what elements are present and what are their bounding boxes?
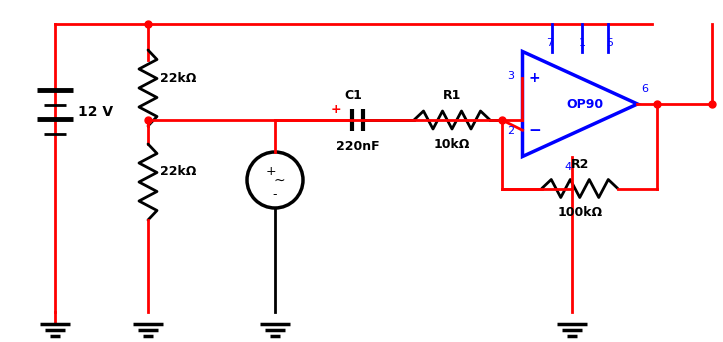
Text: +: +: [265, 166, 276, 179]
Text: R1: R1: [442, 89, 461, 102]
Text: OP90: OP90: [566, 97, 604, 110]
Text: ~: ~: [273, 174, 285, 188]
Text: -: -: [273, 188, 277, 201]
Text: 5: 5: [607, 38, 614, 48]
Text: 7: 7: [547, 38, 554, 48]
Text: 4: 4: [565, 162, 572, 172]
Text: 12 V: 12 V: [78, 105, 113, 119]
Text: 100kΩ: 100kΩ: [557, 207, 602, 220]
Text: 6: 6: [641, 84, 649, 94]
Text: 10kΩ: 10kΩ: [434, 138, 470, 151]
Text: 3: 3: [508, 71, 515, 81]
Text: C1: C1: [344, 89, 362, 102]
Text: 22kΩ: 22kΩ: [160, 166, 197, 179]
Text: 220nF: 220nF: [336, 140, 380, 153]
Text: 1: 1: [578, 38, 586, 48]
Text: +: +: [330, 104, 341, 117]
Text: R2: R2: [570, 158, 589, 171]
Text: 22kΩ: 22kΩ: [160, 71, 197, 84]
Text: −: −: [528, 123, 541, 138]
Text: 2: 2: [508, 126, 515, 136]
Text: +: +: [529, 71, 540, 85]
